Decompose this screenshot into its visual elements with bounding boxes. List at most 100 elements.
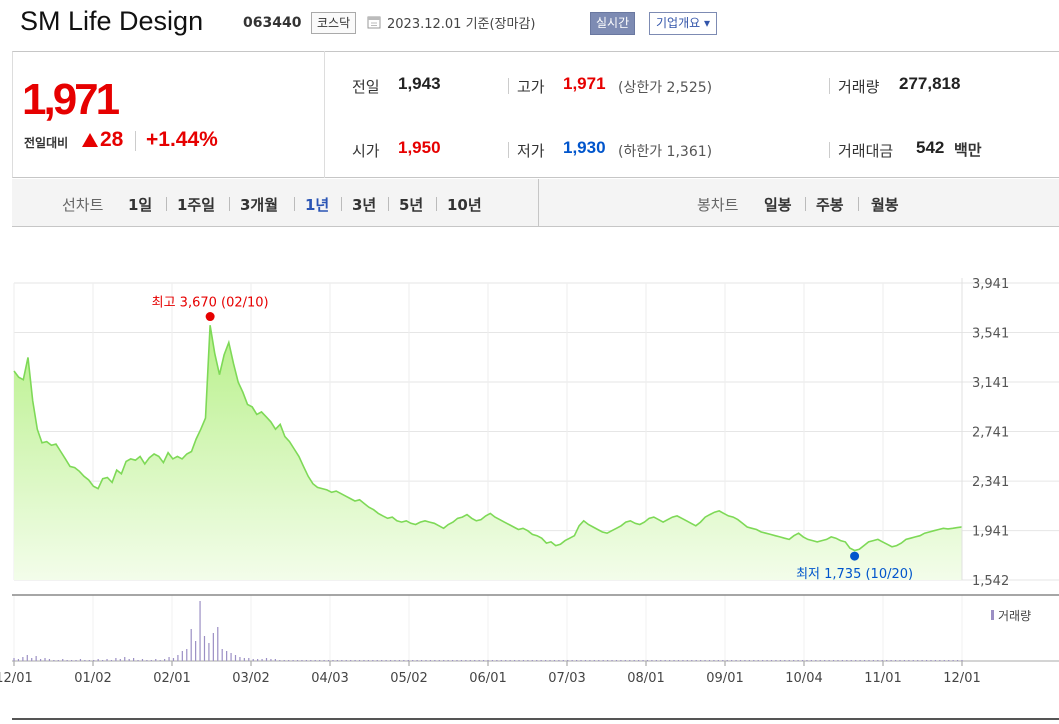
tab-monthly[interactable]: 월봉 bbox=[871, 196, 899, 214]
volume-bar bbox=[735, 660, 737, 661]
volume-bar bbox=[651, 660, 653, 661]
volume-bar bbox=[394, 660, 396, 661]
volume-bar bbox=[505, 660, 507, 661]
volume-bar bbox=[513, 660, 516, 661]
change-separator bbox=[135, 131, 136, 151]
volume-bar bbox=[389, 660, 392, 661]
volume-bar bbox=[279, 660, 281, 661]
volume-bar bbox=[731, 660, 733, 661]
separator bbox=[508, 142, 509, 158]
volume-bar bbox=[133, 658, 135, 661]
tab-1y[interactable]: 1년 bbox=[305, 196, 330, 214]
volume-bar bbox=[722, 660, 724, 661]
volume-bar bbox=[438, 660, 440, 661]
x-tick-label: 03/02 bbox=[232, 671, 269, 686]
volume-bar bbox=[327, 660, 330, 661]
separator bbox=[229, 197, 230, 211]
volume-bar bbox=[943, 660, 945, 661]
volume-bar bbox=[252, 659, 254, 661]
tab-5y[interactable]: 5년 bbox=[399, 196, 424, 214]
volume-bar bbox=[110, 660, 113, 661]
volume-bar bbox=[863, 660, 866, 661]
stock-code: 063440 bbox=[243, 15, 302, 31]
volume-bar bbox=[894, 660, 897, 661]
volume-bar bbox=[775, 660, 777, 661]
tab-3y[interactable]: 3년 bbox=[352, 196, 377, 214]
tab-3m[interactable]: 3개월 bbox=[240, 196, 279, 214]
volume-bar bbox=[638, 660, 640, 661]
amount-label: 거래대금 bbox=[838, 142, 894, 160]
volume-bar bbox=[314, 660, 316, 661]
x-tick-label: 06/01 bbox=[469, 671, 506, 686]
separator bbox=[829, 78, 830, 94]
volume-bar bbox=[372, 660, 374, 661]
volume-bar bbox=[177, 655, 179, 661]
volume-bar bbox=[79, 659, 82, 661]
volume-bar bbox=[97, 659, 99, 661]
x-tick-label: 11/01 bbox=[864, 671, 901, 686]
volume-bar bbox=[403, 660, 405, 661]
volume-bar bbox=[332, 660, 334, 661]
period-divider bbox=[538, 179, 539, 227]
tab-1d[interactable]: 1일 bbox=[128, 196, 153, 214]
volume-bar bbox=[319, 660, 321, 661]
volume-bar bbox=[540, 660, 542, 661]
volume-bar bbox=[451, 660, 454, 661]
volume-bar bbox=[412, 660, 414, 661]
volume-bar bbox=[930, 660, 932, 661]
volume-bar bbox=[429, 660, 432, 661]
volume-bar bbox=[611, 660, 613, 661]
separator bbox=[829, 142, 830, 158]
volume-bar bbox=[155, 659, 157, 661]
separator bbox=[858, 197, 859, 211]
bottom-rule bbox=[12, 718, 1059, 720]
y-tick-label: 1,941 bbox=[972, 525, 1009, 540]
volume-bar bbox=[234, 655, 237, 661]
volume-bar bbox=[208, 643, 210, 661]
volume-bar bbox=[217, 627, 219, 661]
volume-bar bbox=[128, 659, 130, 661]
volume-bar bbox=[141, 659, 144, 661]
volume-bar bbox=[837, 660, 839, 661]
volume-bar bbox=[487, 660, 489, 661]
tab-1w[interactable]: 1주일 bbox=[177, 196, 216, 214]
volume-bar bbox=[381, 660, 383, 661]
company-overview-button[interactable]: 기업개요 ▾ bbox=[649, 12, 717, 35]
volume-bar bbox=[660, 660, 662, 661]
volume-bar bbox=[146, 660, 148, 661]
volume-bar bbox=[478, 660, 480, 661]
separator bbox=[388, 197, 389, 211]
volume-bar bbox=[39, 659, 42, 661]
tab-daily[interactable]: 일봉 bbox=[764, 196, 792, 214]
volume-bar bbox=[407, 660, 409, 661]
volume-bar bbox=[203, 636, 206, 661]
up-arrow-icon bbox=[82, 133, 98, 147]
line-chart-title: 선차트 bbox=[62, 196, 104, 214]
volume-bar bbox=[584, 660, 587, 661]
realtime-button[interactable]: 실시간 bbox=[590, 12, 636, 35]
volume-legend-label: 거래량 bbox=[998, 609, 1031, 623]
volume-bar bbox=[646, 660, 649, 661]
volume-bar bbox=[482, 660, 485, 661]
volume-bar bbox=[57, 660, 59, 661]
volume-bar bbox=[181, 651, 183, 661]
volume-bar bbox=[939, 660, 941, 661]
volume-bar bbox=[846, 660, 848, 661]
tab-10y[interactable]: 10년 bbox=[447, 196, 482, 214]
open-label: 시가 bbox=[352, 142, 380, 160]
volume-bar bbox=[522, 660, 525, 661]
volume-bar bbox=[713, 660, 715, 661]
tab-weekly[interactable]: 주봉 bbox=[816, 196, 844, 214]
volume-bar bbox=[296, 660, 299, 661]
volume-bar bbox=[13, 658, 15, 661]
volume-bar bbox=[48, 659, 51, 661]
volume-bar bbox=[961, 660, 963, 661]
volume-bar bbox=[704, 660, 706, 661]
date-text: 2023.12.01 기준(장마감) bbox=[387, 17, 536, 32]
volume-bar bbox=[265, 658, 268, 661]
volume-bar bbox=[350, 660, 352, 661]
volume-bar bbox=[460, 660, 463, 661]
volume-bar bbox=[850, 660, 852, 661]
volume-bar bbox=[819, 660, 821, 661]
volume-bar bbox=[571, 660, 573, 661]
